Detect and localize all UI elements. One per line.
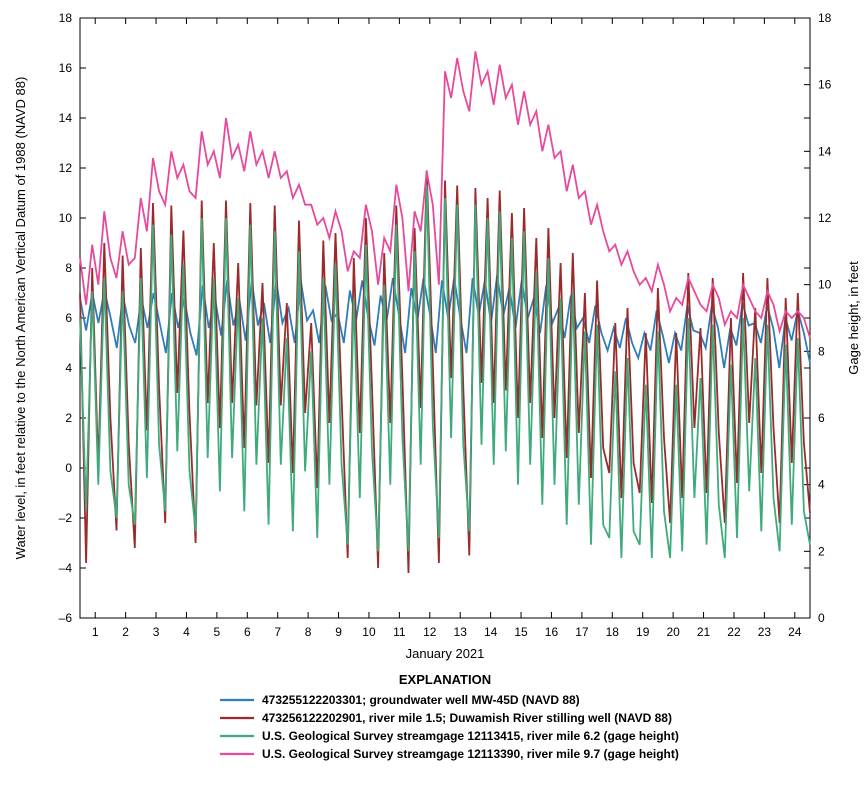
x-tick: 12: [423, 625, 437, 639]
yleft-tick: –4: [59, 561, 73, 575]
yright-tick: 8: [818, 344, 825, 358]
yleft-tick: 0: [65, 461, 72, 475]
yleft-tick: –6: [59, 611, 73, 625]
x-tick: 16: [545, 625, 559, 639]
x-tick: 19: [636, 625, 650, 639]
legend-label: U.S. Geological Survey streamgage 121134…: [262, 729, 679, 743]
yright-tick: 6: [818, 411, 825, 425]
x-tick: 11: [393, 625, 406, 639]
x-tick: 17: [575, 625, 589, 639]
yleft-tick: 2: [65, 411, 72, 425]
yleft-tick: 8: [65, 261, 72, 275]
x-tick: 18: [606, 625, 620, 639]
series-green: [80, 185, 810, 558]
x-tick: 14: [484, 625, 498, 639]
yleft-tick: 6: [65, 311, 72, 325]
yleft-tick: 12: [59, 161, 73, 175]
hydrograph-chart: –6–4–20246810121416180246810121416181234…: [0, 0, 866, 798]
x-tick: 5: [214, 625, 221, 639]
yright-tick: 4: [818, 478, 825, 492]
x-tick: 20: [666, 625, 680, 639]
x-tick: 22: [727, 625, 741, 639]
x-tick: 10: [362, 625, 376, 639]
yright-tick: 2: [818, 544, 825, 558]
yleft-tick: –2: [59, 511, 73, 525]
x-tick: 8: [305, 625, 312, 639]
y-left-label: Water level, in feet relative to the Nor…: [13, 77, 28, 560]
yright-tick: 16: [818, 78, 832, 92]
legend-label: U.S. Geological Survey streamgage 121133…: [262, 747, 679, 761]
x-tick: 7: [274, 625, 281, 639]
explanation-title: EXPLANATION: [399, 672, 491, 687]
yleft-tick: 14: [59, 111, 73, 125]
x-tick: 15: [514, 625, 528, 639]
x-tick: 6: [244, 625, 251, 639]
yright-tick: 12: [818, 211, 832, 225]
legend-label: 473256122202901, river mile 1.5; Duwamis…: [262, 711, 672, 725]
x-tick: 13: [454, 625, 468, 639]
yright-tick: 10: [818, 278, 832, 292]
yleft-tick: 10: [59, 211, 73, 225]
x-tick: 2: [122, 625, 129, 639]
x-tick: 1: [92, 625, 99, 639]
x-tick: 4: [183, 625, 190, 639]
x-tick: 21: [697, 625, 711, 639]
x-tick: 3: [153, 625, 160, 639]
x-tick: 24: [788, 625, 802, 639]
yleft-tick: 4: [65, 361, 72, 375]
series-blue: [80, 276, 810, 369]
x-label: January 2021: [406, 646, 485, 661]
yright-tick: 14: [818, 144, 832, 158]
y-right-label: Gage height, in feet: [846, 261, 861, 375]
yleft-tick: 18: [59, 11, 73, 25]
x-tick: 9: [335, 625, 342, 639]
yleft-tick: 16: [59, 61, 73, 75]
yright-tick: 0: [818, 611, 825, 625]
yright-tick: 18: [818, 11, 832, 25]
legend-label: 473255122203301; groundwater well MW-45D…: [262, 693, 580, 707]
x-tick: 23: [758, 625, 772, 639]
